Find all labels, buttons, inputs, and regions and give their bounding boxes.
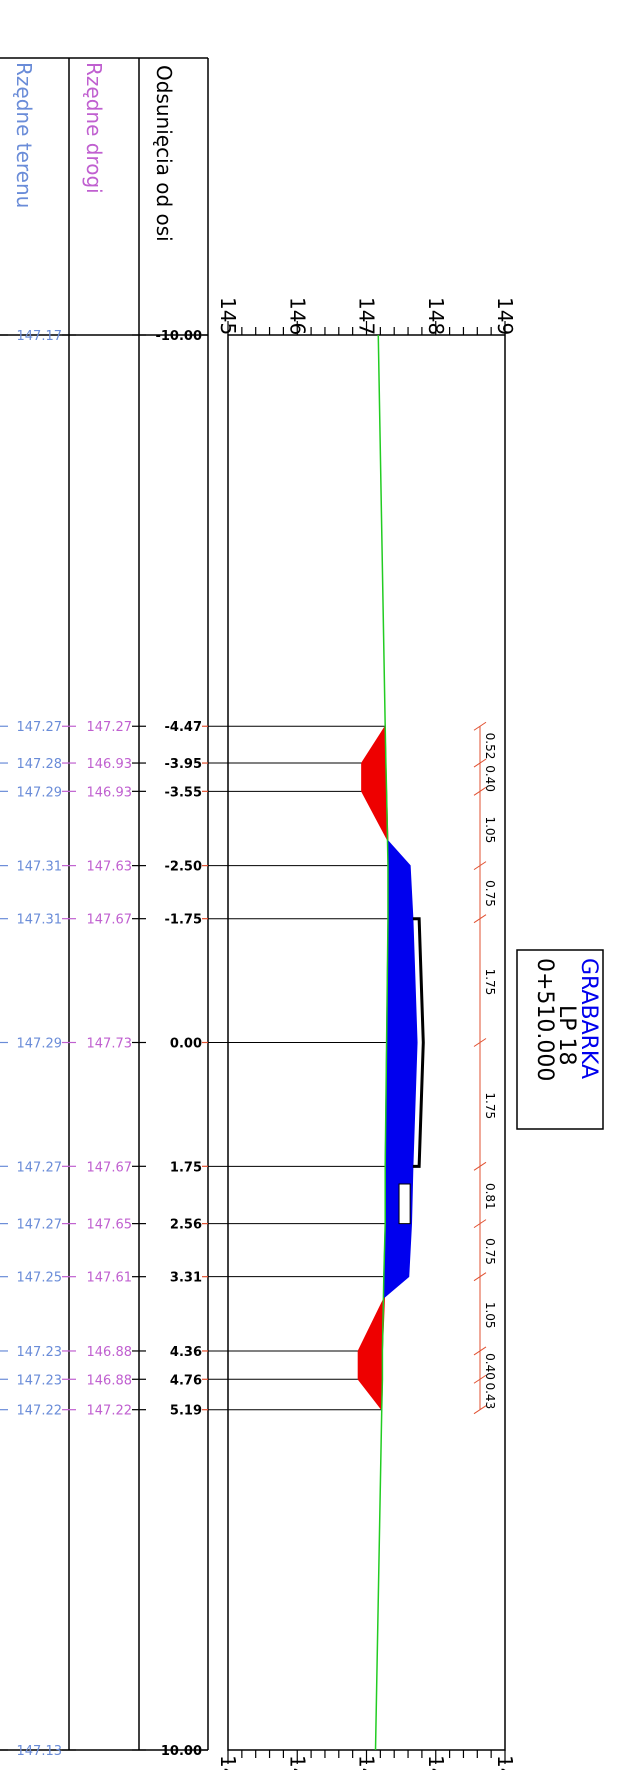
header-terrain-label: Rzędne terenu — [12, 62, 36, 208]
offset-value: 4.76 — [170, 1373, 202, 1388]
terrain-elevation-value: 147.25 — [17, 1271, 63, 1286]
terrain-elevation-value: 147.23 — [17, 1373, 63, 1388]
terrain-elevation-value: 147.22 — [17, 1404, 63, 1419]
dimension-tick — [473, 1272, 487, 1282]
dimension-tick — [473, 1038, 487, 1047]
dimension-tick — [473, 1346, 487, 1356]
scale-label: 148 — [424, 1755, 448, 1770]
title-box-frame — [516, 949, 604, 1130]
dimension-tick — [473, 1161, 487, 1171]
road-elevation-value: 147.67 — [87, 1160, 133, 1175]
terrain-elevation-value: 147.27 — [17, 1160, 63, 1175]
header-offsets-label: Odsunięcia od osi — [152, 65, 176, 242]
terrain-elevation-value: 147.13 — [17, 1744, 63, 1759]
terrain-elevation-value: 147.29 — [17, 785, 63, 800]
offset-value: -2.50 — [165, 860, 202, 875]
road-elevation-value: 147.22 — [87, 1404, 133, 1419]
road-elevation-value: 147.63 — [87, 860, 133, 875]
dimension-label: 0.40 — [483, 1353, 497, 1380]
offset-value: 3.31 — [170, 1271, 202, 1286]
dimension-tick — [473, 721, 487, 731]
dimension-tick — [473, 914, 487, 924]
scale-label: 145 — [216, 297, 240, 335]
terrain-elevation-value: 147.27 — [17, 1218, 63, 1233]
road-elevation-value: 147.73 — [87, 1037, 133, 1052]
terrain-elevation-value: 147.28 — [17, 757, 63, 772]
road-elevation-value: 146.93 — [87, 785, 133, 800]
terrain-elevation-value: 147.29 — [17, 1037, 63, 1052]
dimension-tick — [473, 1405, 487, 1415]
offset-value: 5.19 — [170, 1404, 202, 1419]
terrain-elevation-value: 147.23 — [17, 1345, 63, 1360]
scale-label: 148 — [424, 297, 448, 335]
dimension-label: 1.05 — [483, 816, 497, 843]
offset-value: 0.00 — [170, 1037, 202, 1052]
title-line-2: LP 18 — [554, 1005, 579, 1066]
scale-label: 147 — [355, 1755, 379, 1770]
terrain-elevation-value: 147.31 — [17, 913, 63, 928]
dimension-tick — [473, 786, 487, 796]
title-box: GRABARKA LP 18 0+510.000 — [516, 949, 604, 1130]
terrain-elevation-value: 147.27 — [17, 720, 63, 735]
dimension-label: 0.75 — [483, 880, 497, 907]
pavement-outline — [412, 917, 425, 1168]
cut-fill-left — [361, 724, 389, 842]
offset-value: -1.75 — [165, 913, 202, 928]
data-table — [0, 57, 209, 1751]
offset-value: 4.36 — [170, 1345, 202, 1360]
dimension-label: 0.81 — [483, 1183, 497, 1210]
dimension-label: 1.75 — [483, 1092, 497, 1119]
dimension-label: 0.40 — [483, 765, 497, 792]
road-elevation-value: 146.88 — [87, 1373, 133, 1388]
offset-value: -3.55 — [165, 785, 202, 800]
embankment-fill — [383, 839, 418, 1299]
dimension-label: 1.75 — [483, 969, 497, 996]
scale-label: 149 — [493, 1755, 517, 1770]
road-elevation-value: 147.27 — [87, 720, 133, 735]
road-elevation-value: 147.67 — [87, 913, 133, 928]
road-elevation-value: 147.61 — [87, 1271, 133, 1286]
dimension-label: 0.52 — [483, 733, 497, 760]
dimension-tick — [473, 861, 487, 871]
title-line-3: 0+510.000 — [532, 958, 557, 1081]
dimension-tick — [473, 1219, 487, 1229]
offset-value: 2.56 — [170, 1218, 202, 1233]
offset-value: -3.95 — [165, 757, 202, 772]
elevation-scale-bottom: 145 146 147 148 149 — [216, 1750, 517, 1770]
scale-label: 147 — [355, 297, 379, 335]
dimension-label: 0.43 — [483, 1382, 497, 1409]
scale-label: 145 — [216, 1755, 240, 1770]
offset-value: 10.00 — [161, 1744, 202, 1759]
road-elevation-value: 146.93 — [87, 757, 133, 772]
offset-value: -10.00 — [155, 329, 202, 344]
dimension-tick — [473, 1374, 487, 1384]
elevation-scale-top: 145 146 147 148 149 — [216, 297, 517, 335]
header-road-label: Rzędne drogi — [82, 62, 106, 194]
terrain-elevation-value: 147.31 — [17, 860, 63, 875]
road-elevation-value: 147.65 — [87, 1218, 133, 1233]
offset-value: 1.75 — [170, 1160, 202, 1175]
dimension-label: 1.05 — [483, 1302, 497, 1329]
shoulder-gap — [398, 1183, 411, 1225]
section-geometry — [357, 334, 425, 1751]
dimension-label: 0.75 — [483, 1238, 497, 1265]
offset-value: -4.47 — [165, 720, 202, 735]
road-elevation-value: 146.88 — [87, 1345, 133, 1360]
table-rows: -10.00 147.17 10.00 147.13 -4.47 147.27 147.27… — [0, 329, 418, 1759]
scale-label: 146 — [285, 297, 309, 335]
cut-fill-right — [357, 1296, 386, 1412]
dimension-tick — [473, 758, 487, 768]
dimension-chain: 0.52 0.40 1.05 0.75 1.75 1.75 0.81 0.75 1.05 0.40… — [473, 721, 497, 1415]
title-line-1: GRABARKA — [576, 958, 601, 1079]
terrain-elevation-value: 147.17 — [17, 329, 63, 344]
terrain-line — [374, 334, 389, 1751]
scale-label: 146 — [285, 1755, 309, 1770]
scale-label: 149 — [493, 297, 517, 335]
